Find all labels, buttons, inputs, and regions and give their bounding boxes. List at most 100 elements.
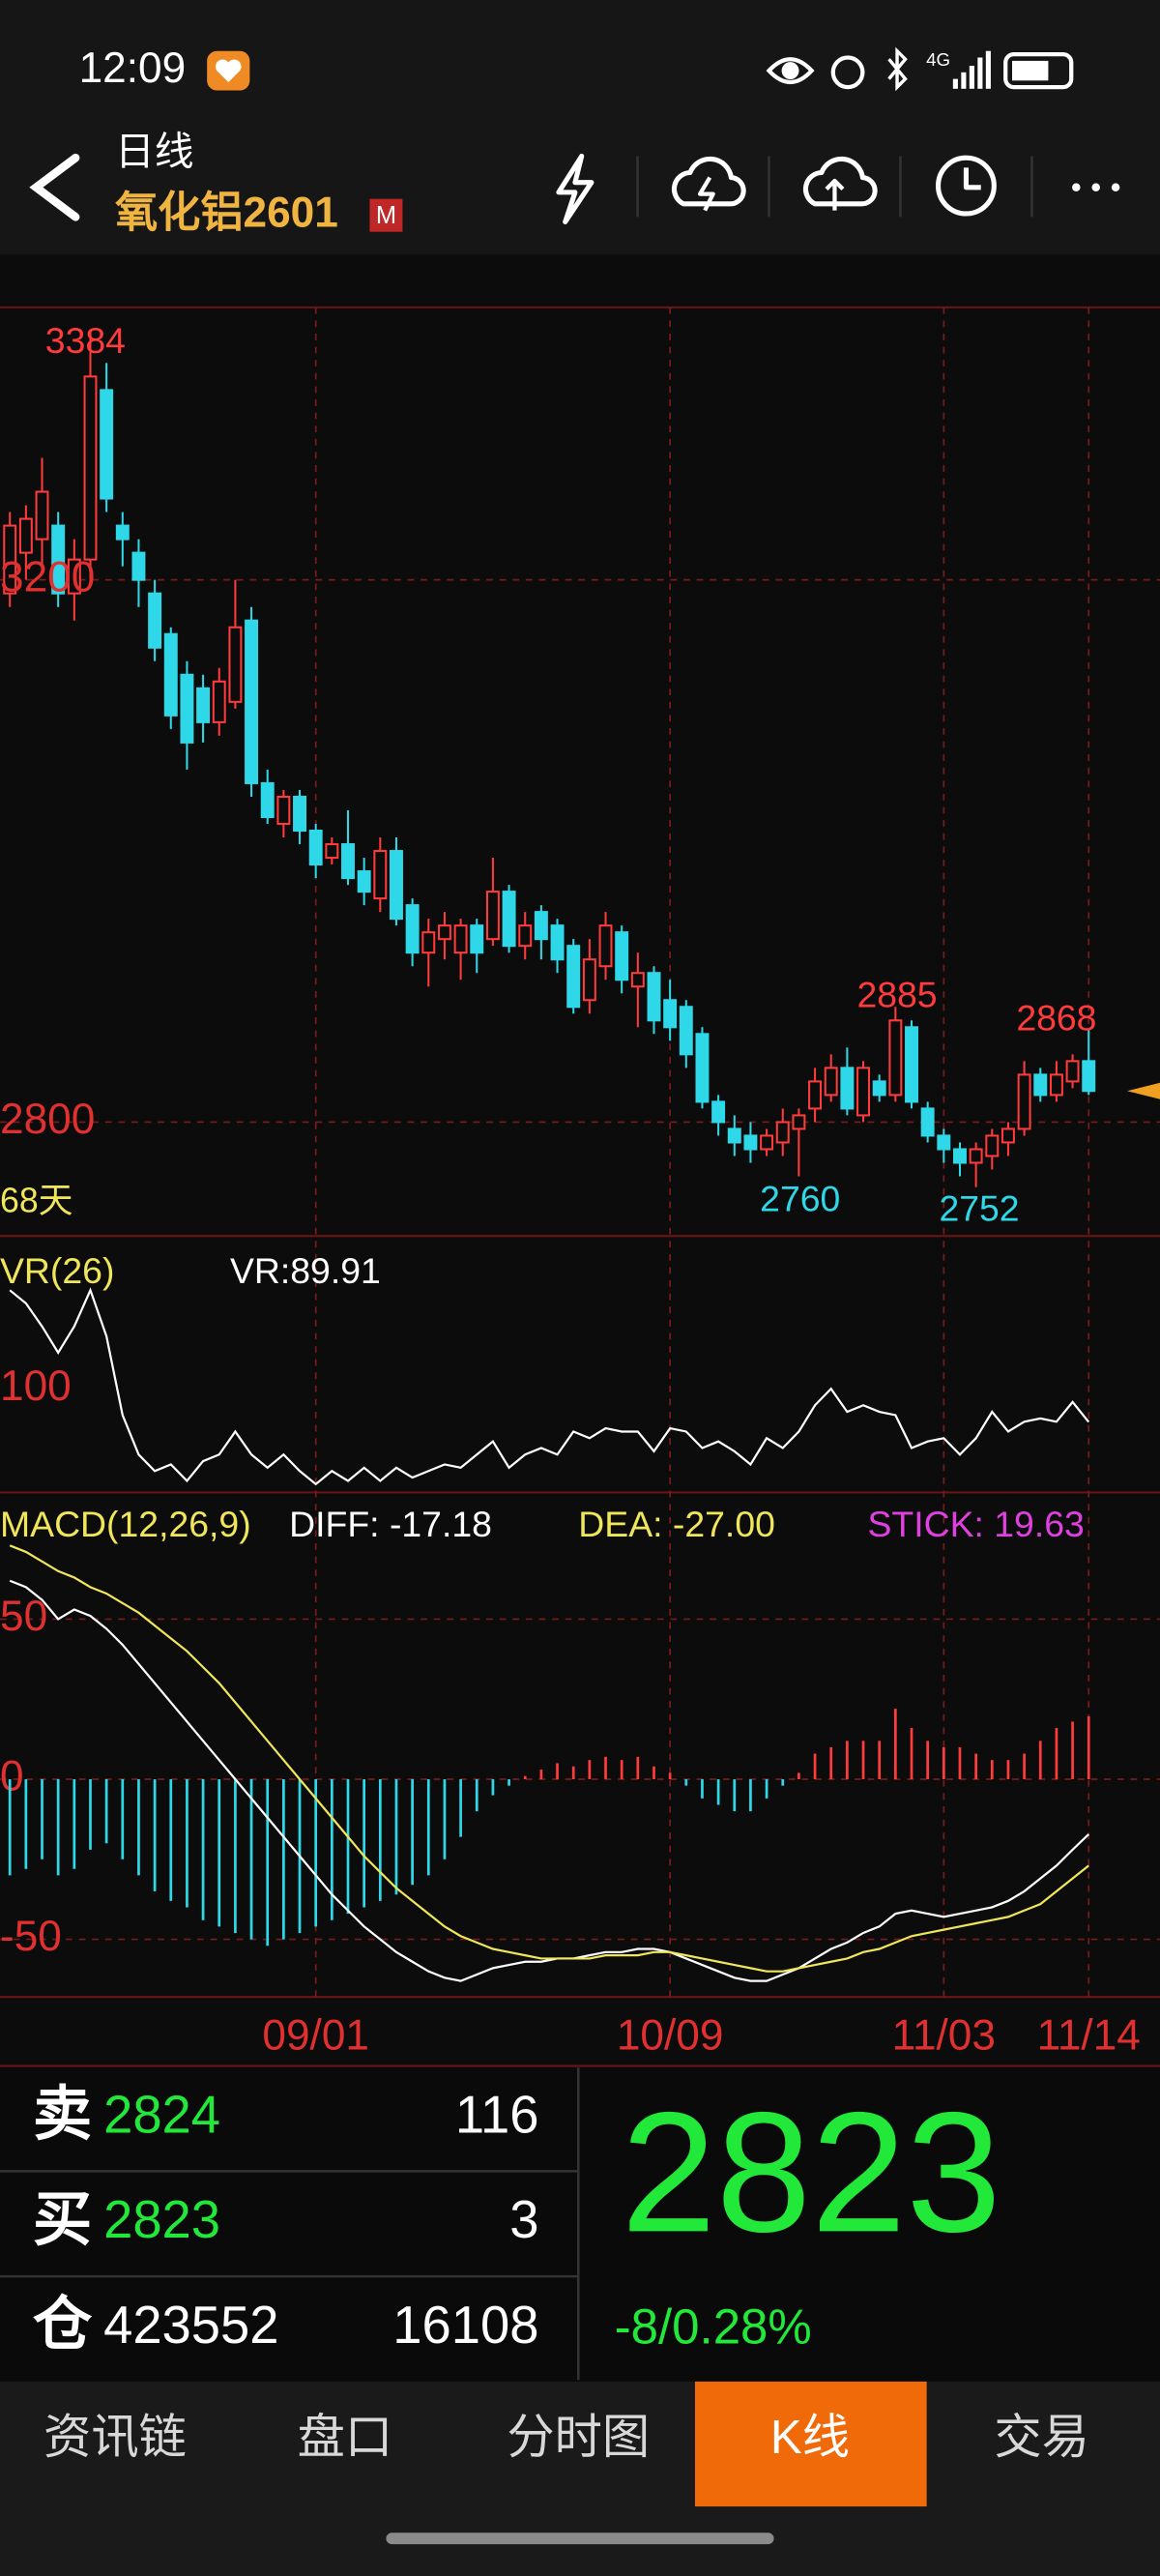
candle-body [115,524,130,541]
candle-body [390,850,403,921]
candle-body [808,1080,823,1110]
candle-body [1082,1060,1096,1093]
heart-icon [216,59,242,83]
candle-body [1049,1073,1063,1097]
status-time: 12:09 [79,44,187,92]
tab[interactable]: 分时图 [507,2411,650,2464]
side-label: 卖 [33,2081,92,2147]
price-annotation: 2760 [760,1178,840,1218]
more-dot [1091,183,1100,192]
candle-body [131,551,146,581]
cloud-sync-button[interactable] [671,156,746,207]
candle-body [582,958,596,1002]
symbol-name: 氧化铝2601 [115,189,338,236]
candle-body [293,795,306,833]
tab[interactable]: 盘口 [298,2411,393,2464]
legend-entry: DIFF: -17.18 [289,1504,492,1544]
side-label: 买 [33,2186,92,2252]
back-button[interactable] [29,153,80,221]
period-label: 日线 [115,130,194,174]
candle-body [357,870,371,893]
candle-body [985,1134,1000,1157]
bluetooth-icon [887,46,908,92]
price-annotation: 2885 [856,975,937,1015]
candle-body [373,850,388,900]
price-annotation: 2752 [939,1188,1019,1229]
indicator-value: VR:89.91 [230,1250,381,1291]
panel-frames [0,306,1160,2067]
badge-box [369,198,403,232]
flash-button[interactable] [556,153,594,225]
cloud-upload-button[interactable] [802,156,878,207]
candle-body [405,904,420,954]
tabs: 资讯链 盘口 分时图 K线 交易 [44,2381,1089,2507]
signal-bars [952,50,991,89]
candle-body [775,1121,790,1144]
history-button[interactable] [935,155,997,217]
candle-body [470,924,484,954]
active-tab-background [694,2381,927,2507]
candle-body [711,1100,726,1124]
candle-body [245,619,259,784]
x-tick-label: 11/14 [1037,2011,1141,2059]
clock-hands [963,167,981,190]
cloud-sync-bolt [697,176,715,212]
indicator-line [9,1544,1089,1973]
candle-body [743,1134,758,1151]
candle-body [840,1067,855,1110]
candle-body [534,911,548,941]
candle-body [83,375,98,561]
network-type: 4G [926,49,950,70]
candle-body [905,1026,918,1103]
book-price: 2824 [103,2085,220,2144]
more-dot [1111,183,1120,192]
y-tick-label: 2800 [0,1096,95,1143]
alarm-icon [830,55,865,90]
quote-panel [0,2067,1160,2382]
candle-body [260,781,275,819]
tab[interactable]: 交易 [994,2411,1089,2464]
candle-body [35,490,49,541]
book-volume: 3 [509,2190,538,2249]
candle-body [67,558,81,595]
tab[interactable]: 资讯链 [44,2411,187,2464]
candle-body [341,843,355,880]
signal-bar [961,72,967,89]
tab[interactable]: K线 [770,2411,850,2464]
candle-body [502,891,516,948]
candle-body [679,1006,693,1056]
candle-body [727,1127,741,1144]
indicator-line [9,1287,1090,1486]
candle-body [180,673,194,744]
x-tick-label: 11/03 [892,2011,996,2059]
candle-body [598,924,613,968]
candle-body [630,972,645,988]
candle-body [453,924,468,954]
status-icons [766,46,1074,92]
order-book: 卖 2824 116 买 2823 3 仓 423552 16108 [33,2081,539,2357]
candle-body [196,687,211,723]
x-tick-label: 10/09 [617,2011,724,2059]
y-tick-label: 100 [0,1362,72,1410]
candle-body [3,524,17,595]
candle-body [1033,1073,1048,1097]
candle-body [148,592,162,649]
candle-body [824,1067,838,1097]
more-dot [1072,183,1081,192]
signal-bar [952,78,958,89]
candle-body [276,795,291,826]
book-volume: 16108 [392,2296,538,2355]
more-button[interactable] [1072,183,1120,192]
signal-bar [969,66,974,89]
candle-body [566,945,581,1009]
y-tick-label: 3200 [0,553,95,600]
candle-body [1017,1073,1031,1130]
candle-body [856,1067,871,1117]
badge-label: M [376,202,396,229]
candle-body [647,972,661,1022]
candle-body [51,524,66,595]
eye-icon [766,57,815,85]
indicator-title: VR(26) [0,1250,114,1291]
